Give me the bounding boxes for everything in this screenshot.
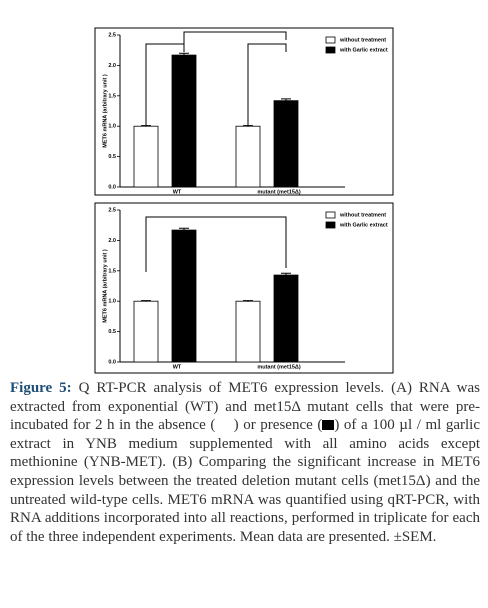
error-bar [281, 272, 291, 277]
caption-text: Q RT-PCR analysis of MET6 expression lev… [10, 380, 480, 434]
error-bar [179, 52, 189, 57]
bar [273, 100, 299, 188]
x-tick-label: mutant (met15Δ) [257, 189, 301, 195]
y-axis-label: MET6 mRNA (arbitrary unit ) [102, 74, 108, 148]
significance-bracket [183, 31, 287, 52]
error-bar [179, 227, 189, 232]
chart-frame [94, 27, 394, 196]
x-tick-label: WT [173, 364, 182, 370]
chart: 0.0 0.5 1.0 1.5 2.0 2.5 MET6 mRNA (arbitrary u… [94, 27, 394, 196]
chart-frame [94, 202, 394, 374]
caption: Figure 5: Q RT-PCR analysis of MET6 expr… [10, 379, 480, 546]
bar [235, 300, 261, 363]
error-bar [243, 300, 253, 302]
y-tick-label: 0.0 [108, 184, 116, 190]
legend-label: without treatment [339, 212, 386, 218]
error-bar [141, 300, 151, 302]
legend-swatch [325, 211, 336, 219]
y-tick-label: 0.0 [108, 359, 116, 365]
bar [273, 274, 299, 363]
bar [133, 300, 159, 363]
caption-label: Figure 5: [10, 380, 72, 396]
x-tick-label: WT [173, 189, 182, 195]
bar [171, 229, 197, 363]
y-tick-label: 1.5 [108, 268, 116, 274]
legend-swatch [325, 221, 336, 229]
significance-bracket [247, 43, 287, 126]
legend-label: with Garlic extract [339, 222, 388, 228]
legend-swatch [325, 46, 336, 54]
legend-swatch [325, 36, 336, 44]
legend-label: with Garlic extract [339, 47, 388, 53]
caption-text: ) of a 100 µl / ml garlic extract in YNB… [10, 417, 481, 545]
error-bar [281, 98, 291, 103]
y-tick-label: 1.5 [108, 93, 116, 99]
y-tick-label: 0.5 [108, 154, 116, 160]
chart: 0.0 0.5 1.0 1.5 2.0 2.5 MET6 mRNA (arbitrary u… [94, 202, 394, 374]
x-tick-label: mutant (met15Δ) [257, 364, 301, 370]
y-tick-label: 2.0 [108, 238, 116, 244]
y-tick-label: 1.0 [108, 299, 116, 305]
bar [133, 125, 159, 188]
bar [171, 54, 197, 188]
y-tick-label: 0.5 [108, 329, 116, 335]
y-tick-label: 2.5 [108, 32, 116, 38]
legend-swatch-icon [322, 420, 335, 431]
y-tick-label: 2.5 [108, 207, 116, 213]
y-axis-label: MET6 mRNA (arbitrary unit ) [102, 249, 108, 323]
legend-label: without treatment [339, 37, 386, 43]
y-tick-label: 2.0 [108, 63, 116, 69]
significance-bracket [145, 216, 287, 272]
y-tick-label: 1.0 [108, 124, 116, 130]
figure: 0.0 0.5 1.0 1.5 2.0 2.5 MET6 mRNA (arbitrary u… [94, 27, 394, 374]
caption-text: ) or presence ( [233, 417, 323, 434]
bar [235, 125, 261, 188]
